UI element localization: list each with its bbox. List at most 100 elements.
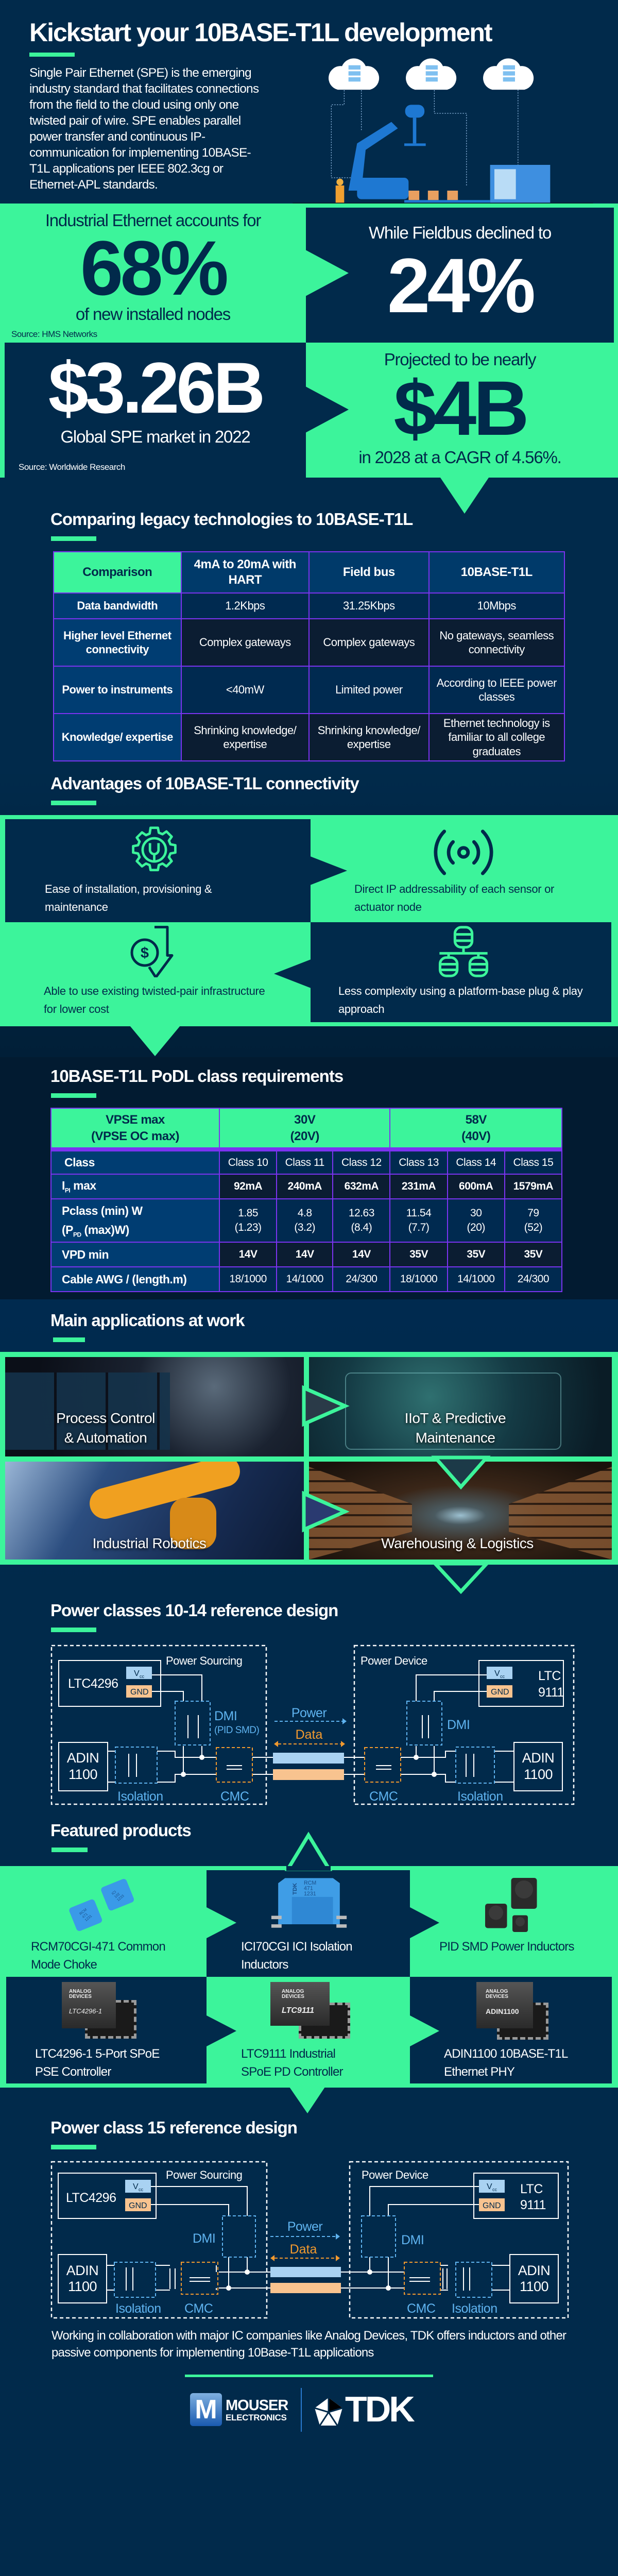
column-header: VPSE max (VPSE OC max) <box>50 1108 220 1150</box>
table-cell: Class 14 <box>447 1149 505 1175</box>
logo-divider <box>301 2388 302 2432</box>
table-cell: Class 12 <box>332 1149 391 1175</box>
diagram1-section: Power classes 10-14 reference design Pow… <box>0 1596 618 1815</box>
data-pair-wire <box>270 2267 341 2277</box>
table-cell: 18/1000 <box>389 1266 448 1292</box>
product-name: ADIN1100 10BASE-T1L Ethernet PHY <box>444 2047 568 2079</box>
table-row: Data bandwidth 1.2Kbps 31.25Kbps 10Mbps <box>53 592 565 619</box>
table-cell: 14V <box>218 1242 278 1267</box>
row-header: IPI max <box>50 1174 220 1199</box>
power-sourcing-label: Power Sourcing <box>166 1654 242 1667</box>
power-device-label: Power Device <box>360 1654 427 1667</box>
power-sourcing-box <box>50 1645 267 1805</box>
title-accent-bar <box>29 53 75 57</box>
table-row: Power to instruments <40mW Limited power… <box>53 666 565 714</box>
isolation-label: Isolation <box>115 2301 161 2316</box>
market-stat-value: $3.26B <box>48 347 265 428</box>
column-header: 30V (20V) <box>218 1108 391 1150</box>
row-header: Higher level Ethernet connectivity <box>53 618 182 667</box>
table-row: Knowledge/ expertise Shrinking knowledge… <box>53 713 565 761</box>
row-header: VPD min <box>50 1242 220 1267</box>
phy-label: ADIN <box>66 2263 99 2278</box>
arrow-down-shape <box>431 1455 491 1490</box>
table-cell: 30 (20) <box>447 1198 505 1243</box>
title-accent-bar <box>51 536 96 541</box>
svg-text:GND: GND <box>483 2201 501 2210</box>
application-label: IIoT & Predictive Maintenance <box>404 1410 506 1446</box>
svg-text:ICI: ICI <box>111 1890 117 1896</box>
table-cell: 79 (52) <box>504 1198 563 1243</box>
isolation-label: Isolation <box>457 1789 503 1804</box>
products-title: Featured products <box>50 1821 192 1840</box>
isolation-label: Isolation <box>117 1789 163 1804</box>
mouser-logo: MOUSER ELECTRONICS <box>226 2397 288 2422</box>
arrow-right-shape <box>302 1385 350 1427</box>
svg-text:1231: 1231 <box>304 1891 316 1897</box>
footer-divider <box>185 2375 433 2377</box>
dmi-label: DMI <box>193 2231 215 2246</box>
comparison-section: Comparing legacy technologies to 10BASE-… <box>0 478 618 769</box>
dollar-down-arrow-icon: $ <box>130 926 174 977</box>
row-header: Data bandwidth <box>53 592 182 619</box>
table-cell: 632mA <box>332 1174 391 1199</box>
market-source: Source: Worldwide Research <box>19 462 125 472</box>
table-row: Cable AWG / (length.m) 18/1000 14/1000 2… <box>50 1266 563 1292</box>
pse-chip-label: LTC4296 <box>66 2191 116 2205</box>
table-cell: 1.2Kbps <box>180 592 310 619</box>
arrow-right-shape <box>410 2015 439 2046</box>
broadcast-icon <box>434 829 493 875</box>
svg-text:GND: GND <box>129 2201 147 2210</box>
ethernet-stat-value: 68% <box>80 225 229 311</box>
arrow-right-shape <box>207 1907 236 1938</box>
ethernet-stat-tail: of new installed nodes <box>75 304 231 324</box>
column-header: 10BASE-T1L <box>428 551 565 594</box>
applications-arrows <box>302 1385 491 1595</box>
table-cell: Class 15 <box>504 1149 563 1175</box>
row-header: Class <box>50 1149 220 1175</box>
svg-text:TDK: TDK <box>292 1883 298 1895</box>
diagram1-title: Power classes 10-14 reference design <box>50 1601 338 1620</box>
title-accent-bar <box>51 1093 96 1098</box>
data-label: Data <box>290 2242 317 2257</box>
power-device-box <box>353 1645 575 1805</box>
svg-text:cc: cc <box>139 2187 144 2192</box>
product-name: LTC4296-1 5-Port SPoE PSE Controller <box>35 2047 160 2079</box>
table-cell: 11.54 (7.7) <box>389 1198 448 1243</box>
reference-design-diagram-1: Power Sourcing Power Device LTC4296 LTC … <box>50 1645 575 1805</box>
diagram2-section: Power class 15 reference design Power So… <box>0 2116 618 2327</box>
table-cell: Shrinking knowledge/ expertise <box>180 713 310 761</box>
table-cell: According to IEEE power classes <box>428 666 565 714</box>
table-cell: 240mA <box>276 1174 334 1199</box>
arrow-down-shape <box>431 1562 491 1595</box>
power-device-label: Power Device <box>362 2168 428 2181</box>
title-accent-bar <box>52 1848 88 1852</box>
fieldbus-stat-card <box>306 208 614 343</box>
svg-text:cc: cc <box>492 2187 497 2192</box>
product-name: ICI70CGI ICI Isolation Inductors <box>241 1940 353 1972</box>
column-header: 4mA to 20mA with HART <box>180 551 310 594</box>
market-stat: $3.26B Global SPE market in 2022 <box>5 343 306 478</box>
phy-label: 1100 <box>68 2279 97 2294</box>
database-network-icon <box>438 926 489 977</box>
phy-label: ADIN <box>522 1750 555 1766</box>
isolation-label: Isolation <box>452 2301 497 2316</box>
ethernet-stat-lead: Industrial Ethernet accounts for <box>45 211 262 230</box>
svg-text:471: 471 <box>304 1886 313 1892</box>
market-stat-tail: Global SPE market in 2022 <box>60 427 250 446</box>
page-title: Kickstart your 10BASE-T1L development <box>29 18 493 47</box>
data-label: Data <box>296 1727 323 1742</box>
row-header: Pclass (min) W (PPD (max)W) <box>50 1198 220 1243</box>
tdk-logo: TDK <box>345 2389 415 2429</box>
table-cell: No gateways, seamless connectivity <box>428 618 565 667</box>
title-accent-bar <box>53 1337 85 1342</box>
advantages-section: Advantages of 10BASE-T1L connectivity $ … <box>0 769 618 1057</box>
table-cell: 14/1000 <box>276 1266 334 1292</box>
factory-cloud-illustration <box>293 58 593 204</box>
svg-text:GND: GND <box>130 1688 149 1697</box>
phy-label: 1100 <box>520 2279 548 2294</box>
stats-arrows <box>305 250 349 433</box>
dmi-label: DMI <box>447 1718 470 1732</box>
phy-label: ADIN <box>67 1750 99 1766</box>
stats-down-arrow <box>440 478 489 514</box>
